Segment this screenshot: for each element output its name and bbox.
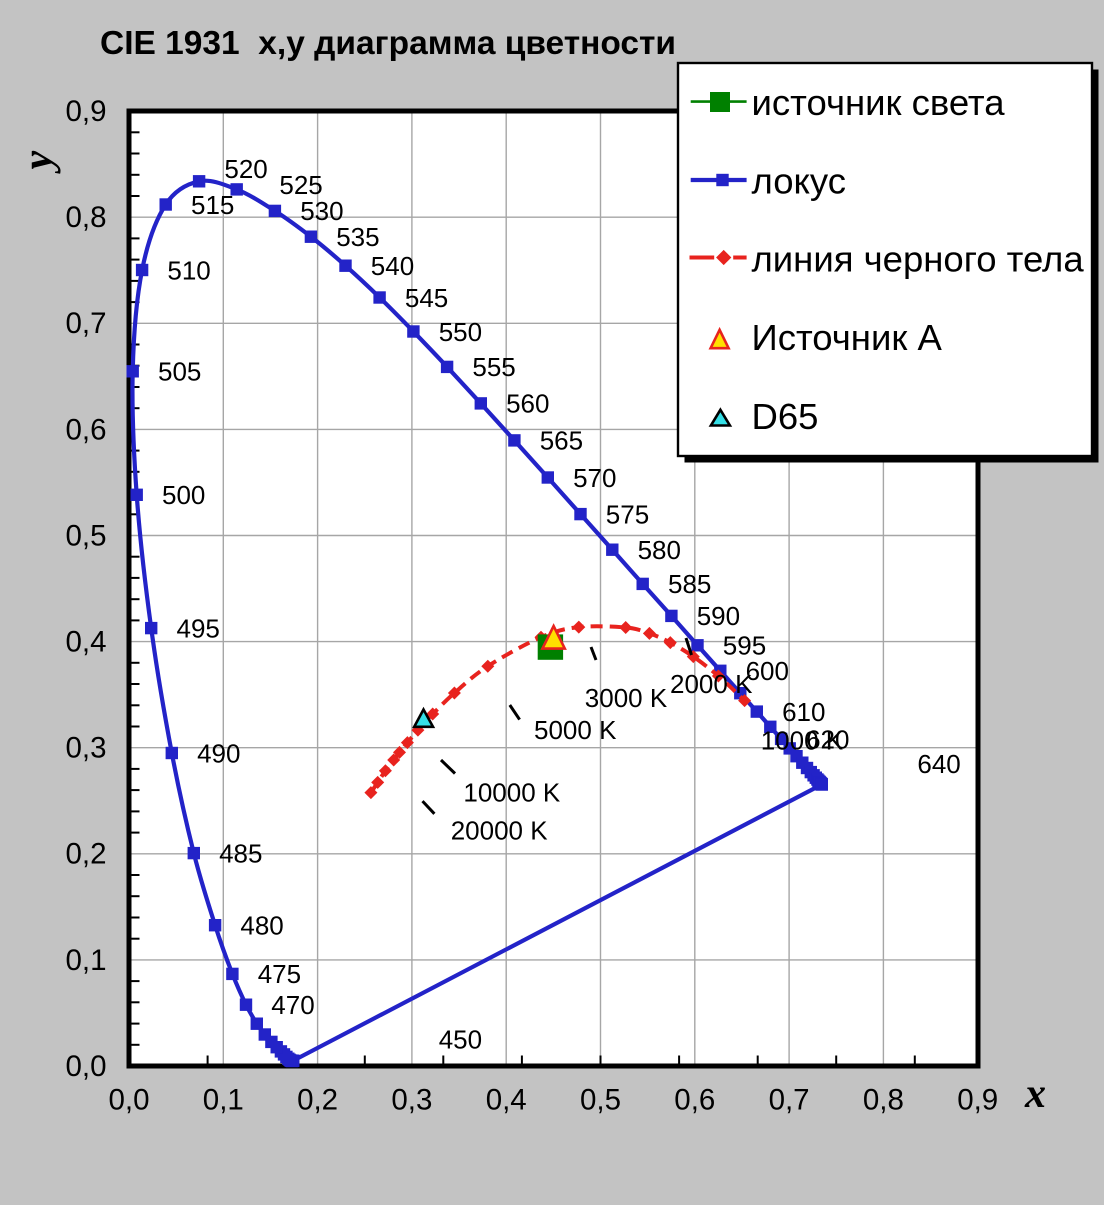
- svg-text:CIE 1931 x,y диаграмма цветно: CIE 1931 x,y диаграмма цветности: [100, 25, 676, 62]
- svg-text:0,9: 0,9: [65, 95, 106, 128]
- svg-text:555: 555: [472, 352, 515, 382]
- svg-text:550: 550: [439, 317, 482, 347]
- svg-text:10000 K: 10000 K: [463, 777, 561, 807]
- svg-text:1000 K: 1000 K: [761, 725, 844, 755]
- svg-text:источник света: источник света: [752, 82, 1006, 123]
- svg-text:490: 490: [197, 738, 240, 768]
- svg-text:520: 520: [224, 154, 267, 184]
- svg-text:20000 K: 20000 K: [451, 815, 549, 845]
- svg-text:0,0: 0,0: [65, 1050, 106, 1083]
- svg-text:0,6: 0,6: [65, 413, 106, 446]
- svg-text:0,9: 0,9: [957, 1084, 998, 1117]
- svg-text:505: 505: [158, 357, 201, 387]
- svg-text:560: 560: [506, 389, 549, 419]
- svg-text:540: 540: [371, 251, 414, 281]
- svg-text:5000 K: 5000 K: [534, 715, 617, 745]
- svg-text:0,8: 0,8: [863, 1084, 904, 1117]
- svg-text:0,6: 0,6: [674, 1084, 715, 1117]
- svg-text:590: 590: [697, 601, 740, 631]
- svg-text:480: 480: [240, 911, 283, 941]
- svg-text:600: 600: [746, 656, 789, 686]
- svg-text:0,5: 0,5: [65, 519, 106, 552]
- svg-text:0,0: 0,0: [108, 1084, 149, 1117]
- svg-text:0,1: 0,1: [65, 944, 106, 977]
- svg-text:530: 530: [300, 196, 343, 226]
- svg-text:0,2: 0,2: [65, 838, 106, 871]
- svg-text:линия черного тела: линия черного тела: [752, 239, 1085, 280]
- svg-text:640: 640: [917, 749, 960, 779]
- svg-text:450: 450: [439, 1025, 482, 1055]
- svg-text:0,3: 0,3: [65, 732, 106, 765]
- svg-text:515: 515: [191, 190, 234, 220]
- svg-text:580: 580: [638, 535, 681, 565]
- svg-text:локус: локус: [752, 160, 846, 201]
- svg-text:485: 485: [219, 838, 262, 868]
- svg-text:475: 475: [258, 959, 301, 989]
- svg-text:565: 565: [540, 426, 583, 456]
- svg-text:535: 535: [336, 222, 379, 252]
- svg-text:2000 K: 2000 K: [670, 669, 753, 699]
- svg-text:3000 K: 3000 K: [585, 683, 668, 713]
- svg-text:545: 545: [405, 283, 448, 313]
- svg-text:610: 610: [782, 697, 825, 727]
- svg-text:0,1: 0,1: [203, 1084, 244, 1117]
- svg-text:525: 525: [279, 170, 322, 200]
- svg-text:0,7: 0,7: [65, 307, 106, 340]
- svg-text:595: 595: [723, 631, 766, 661]
- svg-text:570: 570: [573, 463, 616, 493]
- svg-text:500: 500: [162, 480, 205, 510]
- svg-text:510: 510: [167, 255, 210, 285]
- svg-text:0,3: 0,3: [391, 1084, 432, 1117]
- svg-text:0,4: 0,4: [486, 1084, 527, 1117]
- svg-text:0,7: 0,7: [769, 1084, 810, 1117]
- svg-text:0,5: 0,5: [580, 1084, 621, 1117]
- svg-text:0,4: 0,4: [65, 626, 106, 659]
- svg-text:495: 495: [177, 613, 220, 643]
- svg-text:470: 470: [271, 990, 314, 1020]
- svg-text:575: 575: [606, 499, 649, 529]
- svg-text:0,8: 0,8: [65, 201, 106, 234]
- svg-text:620: 620: [806, 724, 849, 754]
- svg-text:585: 585: [668, 569, 711, 599]
- svg-text:D65: D65: [752, 396, 819, 437]
- svg-text:x: x: [1024, 1071, 1046, 1117]
- svg-text:Источник А: Источник А: [752, 317, 943, 358]
- svg-text:0,2: 0,2: [297, 1084, 338, 1117]
